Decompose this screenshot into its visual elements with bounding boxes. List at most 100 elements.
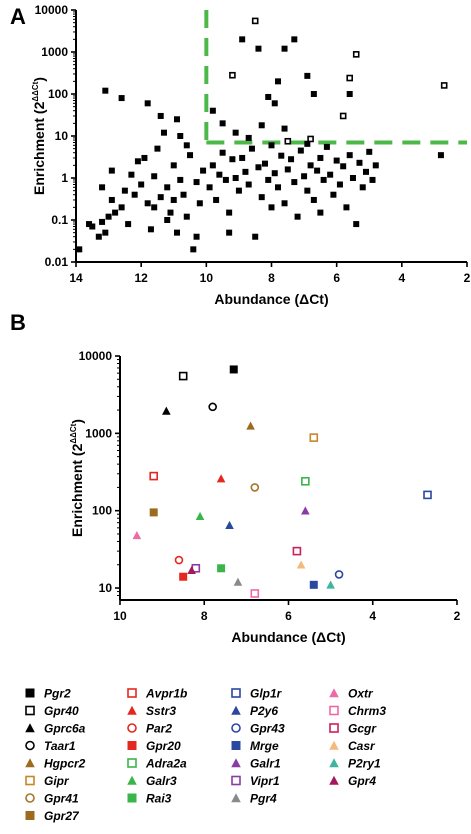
panel-a-data-point: [252, 233, 259, 240]
panel-a-data-point: [95, 233, 102, 240]
panel-a-x-tick-label: 2: [464, 271, 471, 285]
legend-label-vipr1: Vipr1: [250, 774, 280, 788]
panel-a-data-point: [108, 196, 115, 203]
panel-a-data-point: [144, 200, 151, 207]
panel-a-data-point: [128, 171, 135, 178]
panel-a-data-point: [89, 223, 96, 230]
panel-a-data-point: [327, 171, 334, 178]
panel-a-data-point: [160, 129, 167, 136]
panel-a-data-point: [353, 221, 360, 228]
panel-a-data-point: [226, 209, 233, 216]
panel-a-data-point: [170, 196, 177, 203]
legend-item-gpr40: Gpr40: [25, 704, 79, 718]
panel-a-data-point: [232, 175, 239, 181]
legend-item-gipr: Gipr: [25, 774, 70, 788]
panel-a-data-point: [281, 45, 288, 52]
legend-item-p2y6: P2y6: [231, 704, 278, 718]
panel-a-data-point: [229, 71, 236, 79]
panel-a-data-point: [177, 133, 184, 139]
panel-a-data-point: [251, 17, 259, 25]
legend-marker-gpr43: [231, 723, 241, 733]
panel-a: A 14 12 10 8 6 4 2 10000 1000 100 10 1 0.1 0.01 Abundan…: [10, 3, 471, 307]
panel-a-data-point: [281, 125, 288, 132]
panel-a-y-tick-label: 10: [55, 129, 69, 143]
panel-a-data-point: [118, 95, 125, 102]
panel-a-data-point: [265, 176, 272, 183]
legend-item-mrge: Mrge: [231, 739, 279, 753]
legend-item-gpr20: Gpr20: [127, 739, 181, 753]
panel-b-point-sstr3: [216, 474, 226, 483]
panel-a-data-point: [219, 120, 226, 127]
panel-a-data-point: [304, 72, 311, 79]
legend-label-gipr: Gipr: [44, 774, 70, 788]
panel-a-data-point: [301, 173, 308, 180]
panel-a-data-point: [187, 152, 194, 159]
legend-item-adra2a: Adra2a: [127, 757, 187, 771]
panel-a-data-point: [196, 200, 203, 207]
panel-a-data-point: [235, 187, 242, 194]
panel-a-data-point: [164, 184, 171, 191]
legend-item-pgr4: Pgr4: [231, 792, 277, 806]
panel-b-x-tick-label: 6: [285, 609, 292, 623]
legend-label-gpr40: Gpr40: [44, 704, 79, 718]
panel-a-y-axis-label: Enrichment (2ΔΔCt): [31, 77, 47, 195]
panel-a-data-point: [167, 209, 174, 216]
panel-a-data-point: [346, 91, 353, 97]
legend-label-oxtr: Oxtr: [348, 687, 374, 701]
panel-b-point-gpr27: [149, 508, 158, 517]
panel-a-data-point: [339, 112, 347, 120]
legend-label-gpr4: Gpr4: [348, 774, 376, 788]
legend-item-gpr41: Gpr41: [25, 792, 79, 806]
panel-a-data-point: [239, 36, 246, 43]
panel-a-data-point: [141, 154, 148, 161]
legend-marker-galr3: [127, 775, 137, 785]
panel-a-data-point: [336, 181, 343, 188]
panel-b-y-tick-label: 10: [99, 581, 113, 595]
panel-a-data-point: [118, 204, 125, 211]
legend-label-pgr2: Pgr2: [44, 687, 71, 701]
legend-marker-gpr41: [25, 793, 35, 803]
panel-b-point-par2: [174, 555, 184, 565]
legend-label-par2: Par2: [146, 722, 172, 736]
legend-marker-mrge: [231, 741, 241, 750]
panel-a-data-point: [359, 184, 366, 191]
panel-b-y-tick-label: 10000: [79, 349, 113, 363]
panel-b-point-hgpcr2: [246, 421, 255, 430]
panel-b-x-tick-label: 2: [454, 609, 461, 623]
panel-b-x-tick-label: 10: [113, 609, 127, 623]
legend-label-mrge: Mrge: [250, 739, 279, 753]
panel-b-point-pgr2: [229, 365, 238, 374]
panel-b-point-gcgr: [292, 546, 302, 556]
legend-item-oxtr: Oxtr: [329, 687, 374, 701]
panel-a-data-point: [248, 145, 255, 152]
legend-label-galr3: Galr3: [146, 774, 177, 788]
panel-a-data-point: [180, 191, 187, 198]
panel-a-data-point: [258, 194, 265, 201]
legend-label-rai3: Rai3: [146, 792, 172, 806]
panel-b-point-glp1r: [423, 490, 432, 500]
legend-label-pgr4: Pgr4: [250, 792, 277, 806]
legend-label-avpr1b: Avpr1b: [145, 687, 187, 701]
legend-item-pgr2: Pgr2: [25, 687, 71, 701]
panel-a-data-point: [239, 154, 246, 161]
legend-label-taar1: Taar1: [44, 739, 76, 753]
legend-item-galr1: Galr1: [231, 757, 281, 771]
panel-a-data-point: [222, 176, 229, 183]
legend-label-gpr41: Gpr41: [44, 792, 79, 806]
panel-a-data-point: [102, 229, 109, 236]
legend-marker-oxtr: [329, 688, 339, 698]
legend-label-galr1: Galr1: [250, 757, 281, 771]
panel-b-point-gprc6a: [162, 406, 171, 415]
panel-a-data-point: [151, 204, 158, 211]
panel-a-data-point: [213, 196, 220, 203]
panel-b: B 10 8 6 4 2 10000 1000 100 10 Abundance (ΔCt) Enri…: [10, 310, 461, 645]
legend-label-chrm3: Chrm3: [348, 704, 386, 718]
legend-label-p2y6: P2y6: [250, 704, 278, 718]
panel-a-data-point: [147, 226, 154, 233]
panel-a-data-point: [265, 93, 272, 100]
legend-marker-gpr4: [329, 775, 339, 785]
legend-marker-par2: [127, 723, 137, 733]
panel-b-point-gpr20: [179, 572, 188, 581]
legend-marker-pgr4: [231, 793, 241, 803]
